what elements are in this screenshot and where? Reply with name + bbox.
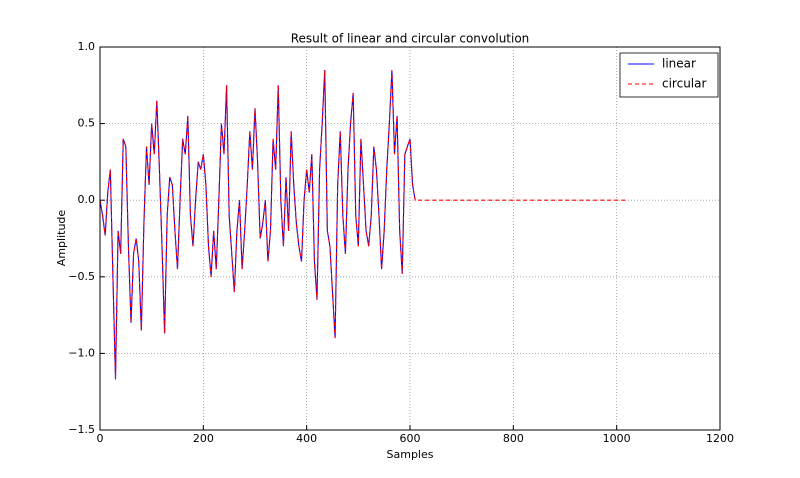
y-tick-label: 0.0 [78, 193, 96, 206]
y-tick-label: 1.0 [78, 40, 96, 53]
plot-frame [99, 46, 721, 431]
legend-label: linear [662, 57, 696, 71]
line-series [99, 69, 416, 380]
y-tick-label: −0.5 [68, 270, 95, 283]
y-tick-label: −1.0 [68, 346, 95, 359]
x-axis-label: Samples [387, 448, 434, 461]
x-tick-label: 600 [400, 432, 421, 445]
line-series [99, 69, 627, 380]
y-axis-label: Amplitude [55, 210, 68, 267]
x-tick-label: 200 [193, 432, 214, 445]
legend-box [619, 52, 719, 98]
y-tick-label: −1.5 [68, 423, 95, 436]
x-tick-label: 1000 [603, 432, 631, 445]
legend-label: circular [662, 77, 706, 91]
chart-title: Result of linear and circular convolutio… [291, 32, 530, 46]
x-tick-label: 0 [97, 432, 104, 445]
y-tick-label: 0.5 [78, 117, 96, 130]
x-tick-label: 400 [296, 432, 317, 445]
x-tick-label: 1200 [706, 432, 734, 445]
x-tick-label: 800 [503, 432, 524, 445]
